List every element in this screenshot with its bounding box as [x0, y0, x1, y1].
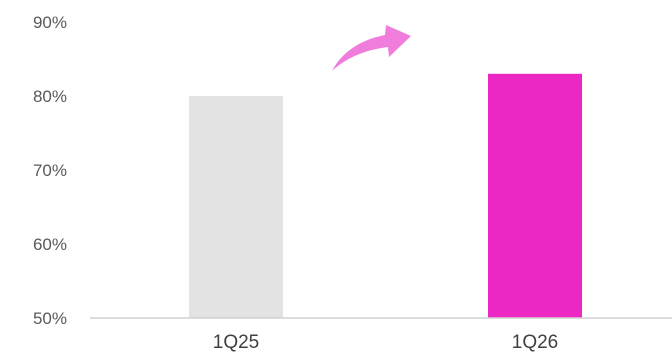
growth-arrow-icon: [332, 25, 411, 71]
y-tick-label: 50%: [33, 309, 67, 328]
y-tick-label: 90%: [33, 13, 67, 32]
bars: [189, 73, 582, 318]
bar-1q25: [189, 96, 283, 318]
x-tick-label: 1Q26: [512, 332, 558, 353]
y-tick-label: 60%: [33, 235, 67, 254]
x-axis-labels: 1Q25 1Q26: [213, 332, 558, 353]
y-tick-label: 70%: [33, 161, 67, 180]
y-tick-label: 80%: [33, 87, 67, 106]
y-axis-ticks: 50% 60% 70% 80% 90%: [33, 13, 67, 328]
x-tick-label: 1Q25: [213, 332, 259, 353]
bar-1q26: [488, 73, 582, 318]
